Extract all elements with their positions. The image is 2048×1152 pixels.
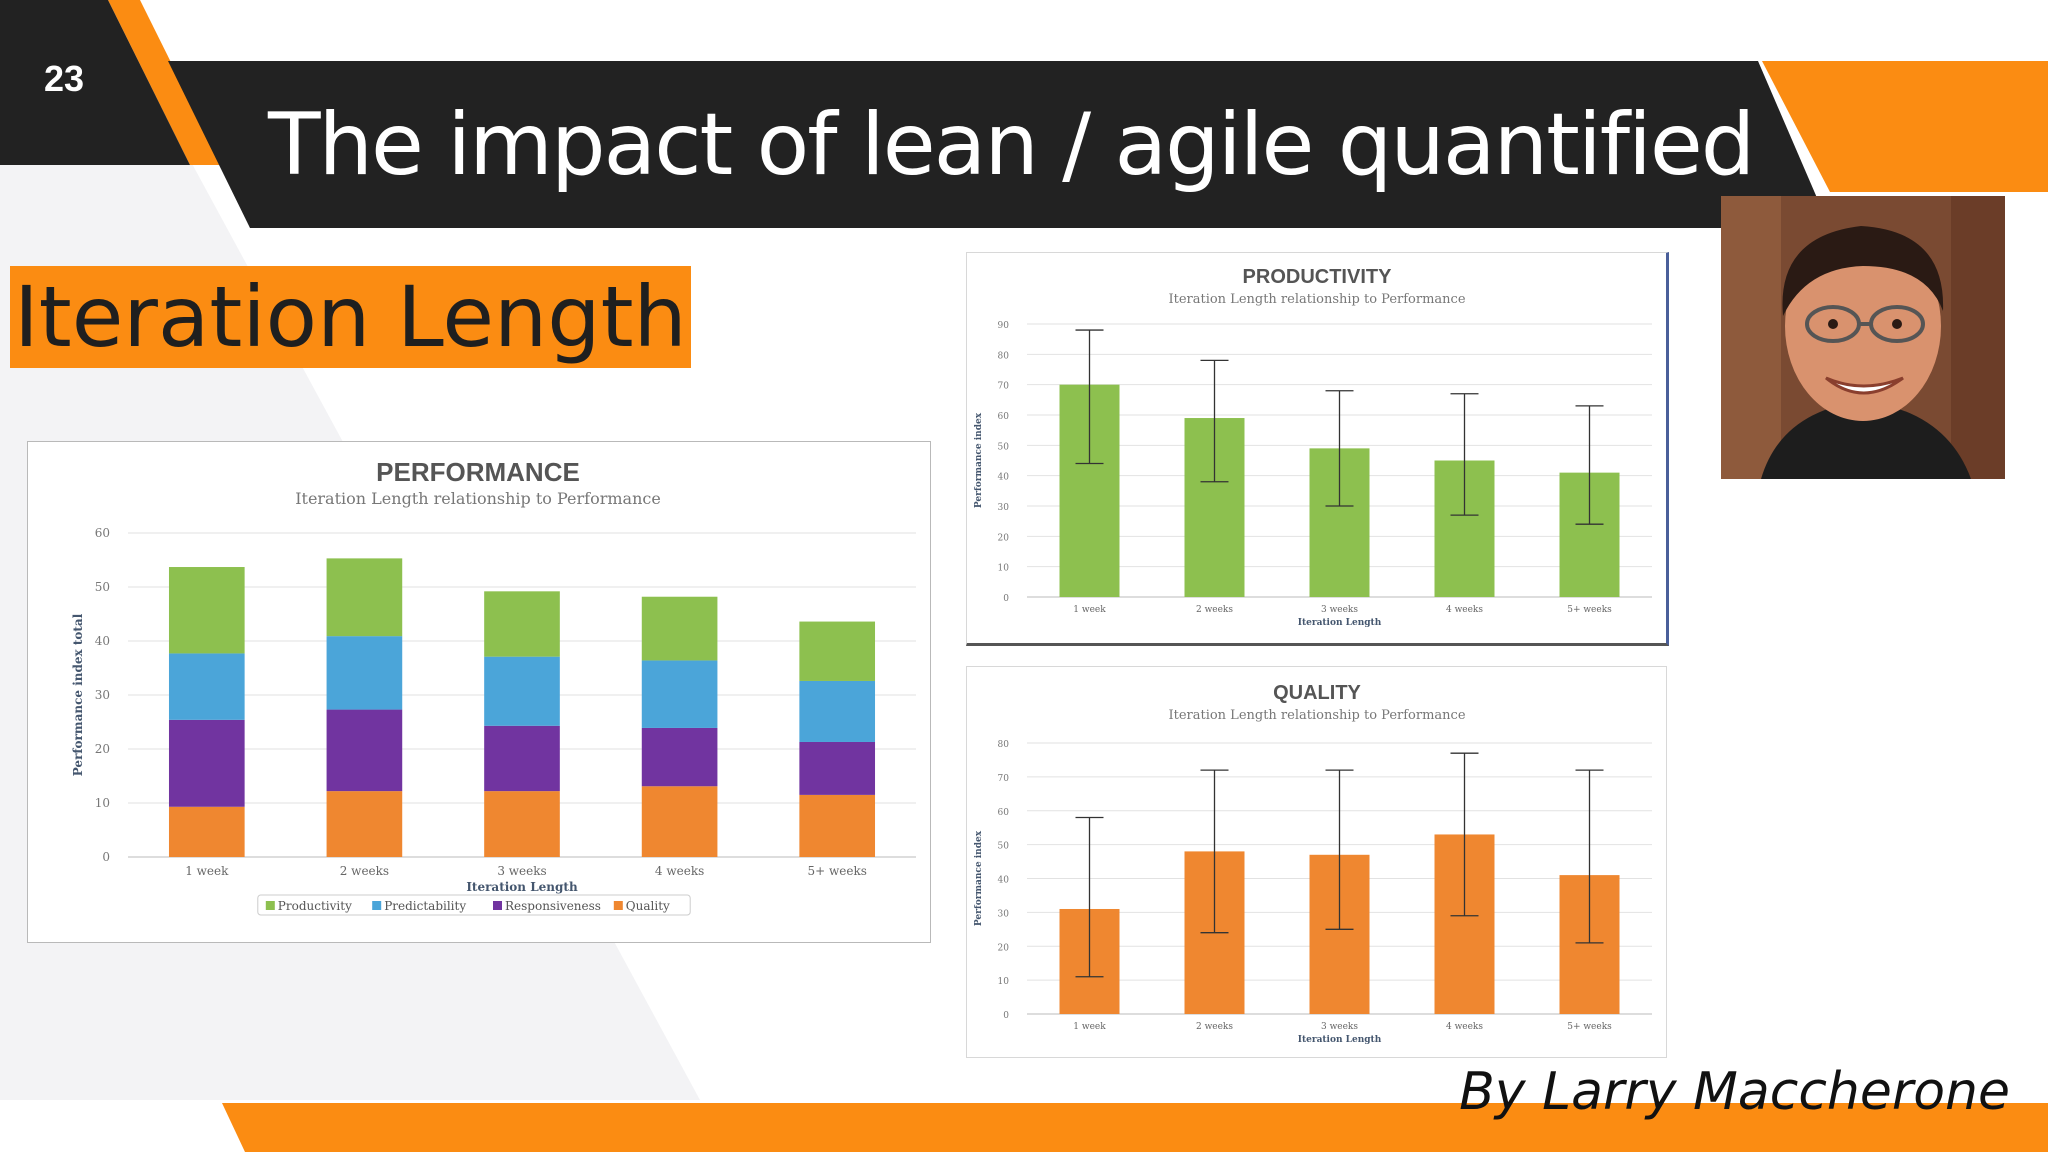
x-tick-label: 1 week — [1073, 605, 1106, 615]
y-axis-label: Performance index — [974, 412, 984, 508]
legend-box — [257, 894, 691, 916]
slide-title: The impact of lean / agile quantified — [268, 95, 1755, 195]
y-tick-label: 70 — [998, 774, 1010, 784]
bar-responsiveness — [168, 719, 245, 807]
y-tick-label: 0 — [1003, 1011, 1009, 1021]
x-tick-label: 4 weeks — [1446, 1022, 1483, 1032]
y-tick-label: 0 — [1003, 594, 1009, 604]
x-tick-label: 4 weeks — [1446, 605, 1483, 615]
bar-predictability — [168, 653, 245, 720]
bar-quality — [799, 794, 876, 857]
y-tick-label: 60 — [998, 412, 1010, 422]
y-tick-label: 30 — [95, 688, 110, 702]
bar-predictability — [484, 656, 560, 726]
x-tick-label: 3 weeks — [1321, 1022, 1358, 1032]
x-tick-label: 3 weeks — [497, 864, 546, 878]
x-tick-label: 4 weeks — [655, 864, 704, 878]
bar-predictability — [326, 636, 403, 710]
section-label: Iteration Length — [10, 266, 691, 368]
bar-productivity — [484, 591, 560, 657]
bar-productivity — [799, 621, 876, 681]
y-tick-label: 50 — [998, 442, 1010, 452]
legend-swatch — [265, 901, 275, 910]
bar-responsiveness — [326, 709, 403, 792]
bar-responsiveness — [641, 727, 718, 787]
chart-subtitle: Iteration Length relationship to Perform… — [295, 489, 661, 508]
x-tick-label: 2 weeks — [1196, 1022, 1233, 1032]
y-tick-label: 20 — [998, 943, 1010, 953]
dark-title-band — [168, 61, 1830, 228]
legend-item: Responsiveness — [505, 899, 601, 913]
x-axis-label: Iteration Length — [466, 880, 578, 894]
bar-predictability — [641, 660, 718, 728]
quality-chart: QUALITY Iteration Length relationship to … — [974, 682, 1652, 1045]
x-axis-label: Iteration Length — [1298, 618, 1382, 628]
chart-title: PERFORMANCE — [376, 457, 580, 487]
y-tick-label: 40 — [998, 473, 1010, 483]
legend: Productivity Predictability Responsiveness… — [257, 894, 691, 916]
y-tick-label: 70 — [998, 382, 1010, 392]
bar-quality — [326, 791, 403, 857]
y-tick-label: 60 — [95, 526, 110, 540]
legend-item: Quality — [626, 899, 670, 913]
y-tick-label: 60 — [998, 808, 1010, 818]
dark-corner-block — [0, 0, 190, 165]
y-tick-label: 50 — [998, 842, 1010, 852]
orange-top-left-stripe — [108, 0, 222, 165]
chart-title: QUALITY — [1273, 682, 1361, 704]
slide-number: 23 — [44, 58, 85, 99]
bar-quality — [168, 806, 245, 857]
bar-quality — [641, 786, 718, 857]
y-tick-label: 20 — [95, 742, 110, 756]
y-tick-label: 50 — [95, 580, 110, 594]
y-tick-label: 30 — [998, 909, 1010, 919]
chart-subtitle: Iteration Length relationship to Perform… — [1168, 708, 1465, 723]
orange-bottom-band — [222, 1103, 2048, 1152]
productivity-chart-panel: PRODUCTIVITY Iteration Length relationshi… — [966, 252, 1669, 646]
bar-productivity — [641, 596, 718, 661]
x-tick-label: 1 week — [185, 864, 229, 878]
x-tick-label: 5+ weeks — [1567, 1022, 1612, 1032]
y-tick-label: 0 — [102, 850, 110, 864]
y-tick-label: 90 — [998, 321, 1010, 331]
legend-swatch — [372, 901, 382, 910]
author-portrait — [1721, 196, 2005, 479]
chart-title: PRODUCTIVITY — [1243, 266, 1393, 288]
y-tick-label: 40 — [95, 634, 110, 648]
performance-chart-panel: PERFORMANCE Iteration Length relationship… — [27, 441, 931, 943]
y-tick-label: 10 — [95, 796, 110, 810]
y-tick-label: 10 — [998, 977, 1010, 987]
y-tick-label: 80 — [998, 351, 1010, 361]
bar-quality — [484, 791, 560, 857]
legend-item: Predictability — [384, 899, 466, 913]
legend-item: Productivity — [278, 899, 352, 913]
y-tick-label: 10 — [998, 564, 1010, 574]
y-tick-label: 30 — [998, 503, 1010, 513]
x-tick-label: 1 week — [1073, 1022, 1106, 1032]
quality-chart-panel: QUALITY Iteration Length relationship to … — [966, 666, 1667, 1058]
x-tick-label: 2 weeks — [340, 864, 389, 878]
y-axis-label: Performance index — [974, 830, 984, 926]
author-byline: By Larry Maccherone — [1459, 1062, 2010, 1122]
y-tick-label: 80 — [998, 740, 1010, 750]
legend-swatch — [613, 901, 623, 910]
bar-predictability — [799, 680, 876, 742]
performance-chart: PERFORMANCE Iteration Length relationship… — [71, 457, 916, 916]
y-tick-label: 40 — [998, 876, 1010, 886]
chart-subtitle: Iteration Length relationship to Perform… — [1168, 292, 1465, 307]
x-tick-label: 2 weeks — [1196, 605, 1233, 615]
legend-swatch — [493, 901, 502, 910]
orange-top-right-band — [1762, 61, 2048, 192]
x-tick-label: 5+ weeks — [1567, 605, 1612, 615]
x-tick-label: 3 weeks — [1321, 605, 1358, 615]
bar-productivity — [326, 558, 403, 637]
bar-responsiveness — [799, 741, 876, 795]
bar-responsiveness — [484, 725, 560, 792]
productivity-chart: PRODUCTIVITY Iteration Length relationshi… — [974, 266, 1652, 628]
y-tick-label: 20 — [998, 533, 1010, 543]
x-tick-label: 5+ weeks — [807, 864, 866, 878]
y-axis-label: Performance index total — [71, 613, 85, 776]
x-axis-label: Iteration Length — [1298, 1035, 1382, 1045]
bar-productivity — [168, 567, 245, 654]
